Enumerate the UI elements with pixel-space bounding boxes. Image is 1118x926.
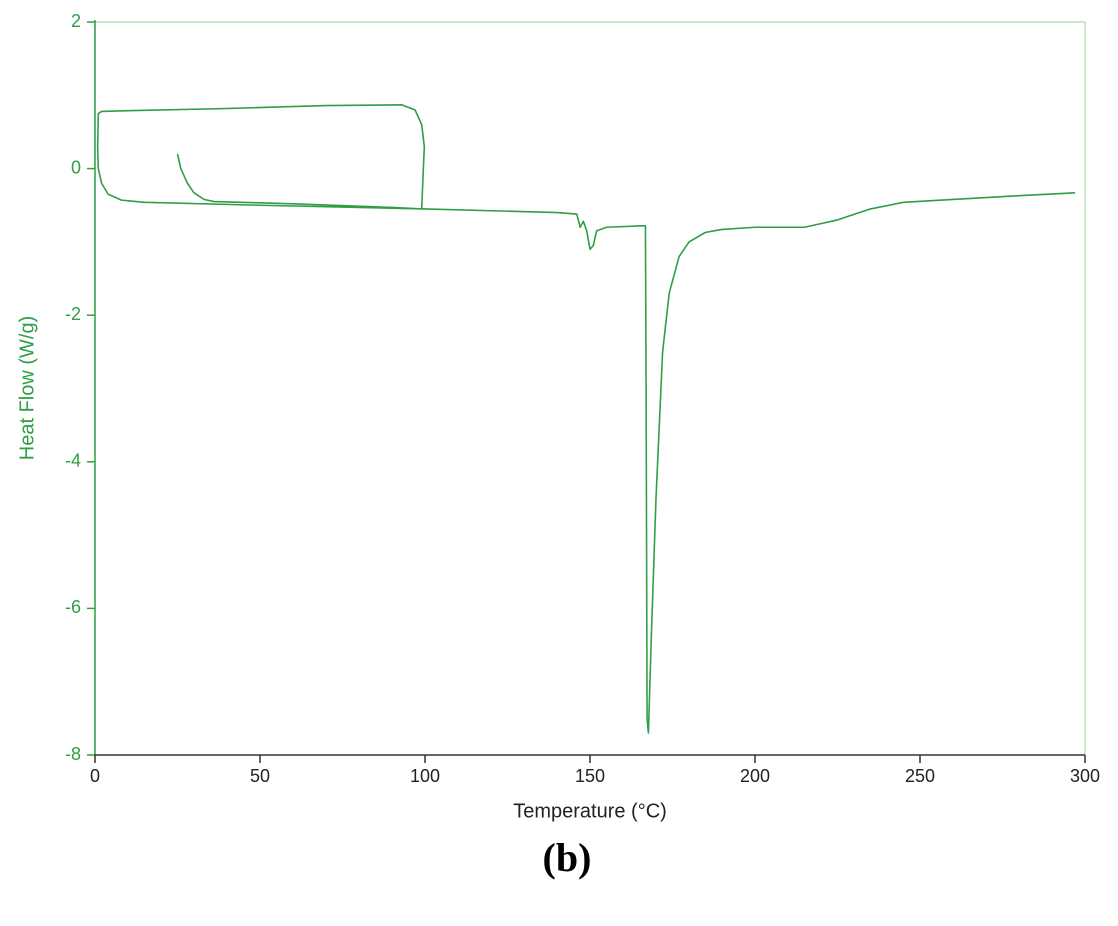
x-tick-label: 250 — [905, 766, 935, 786]
y-tick-label: -8 — [65, 744, 81, 764]
caption: (b) — [543, 835, 592, 880]
x-tick-label: 0 — [90, 766, 100, 786]
y-tick-label: 0 — [71, 157, 81, 177]
x-tick-label: 50 — [250, 766, 270, 786]
x-axis-label: Temperature (°C) — [513, 800, 667, 822]
y-tick-label: 2 — [71, 11, 81, 31]
x-tick-label: 300 — [1070, 766, 1100, 786]
x-tick-label: 200 — [740, 766, 770, 786]
x-tick-label: 100 — [410, 766, 440, 786]
y-axis-label: Heat Flow (W/g) — [16, 316, 38, 460]
y-tick-label: -2 — [65, 304, 81, 324]
x-tick-label: 150 — [575, 766, 605, 786]
y-tick-label: -4 — [65, 451, 81, 471]
y-tick-label: -6 — [65, 597, 81, 617]
data-line — [96, 104, 1076, 734]
